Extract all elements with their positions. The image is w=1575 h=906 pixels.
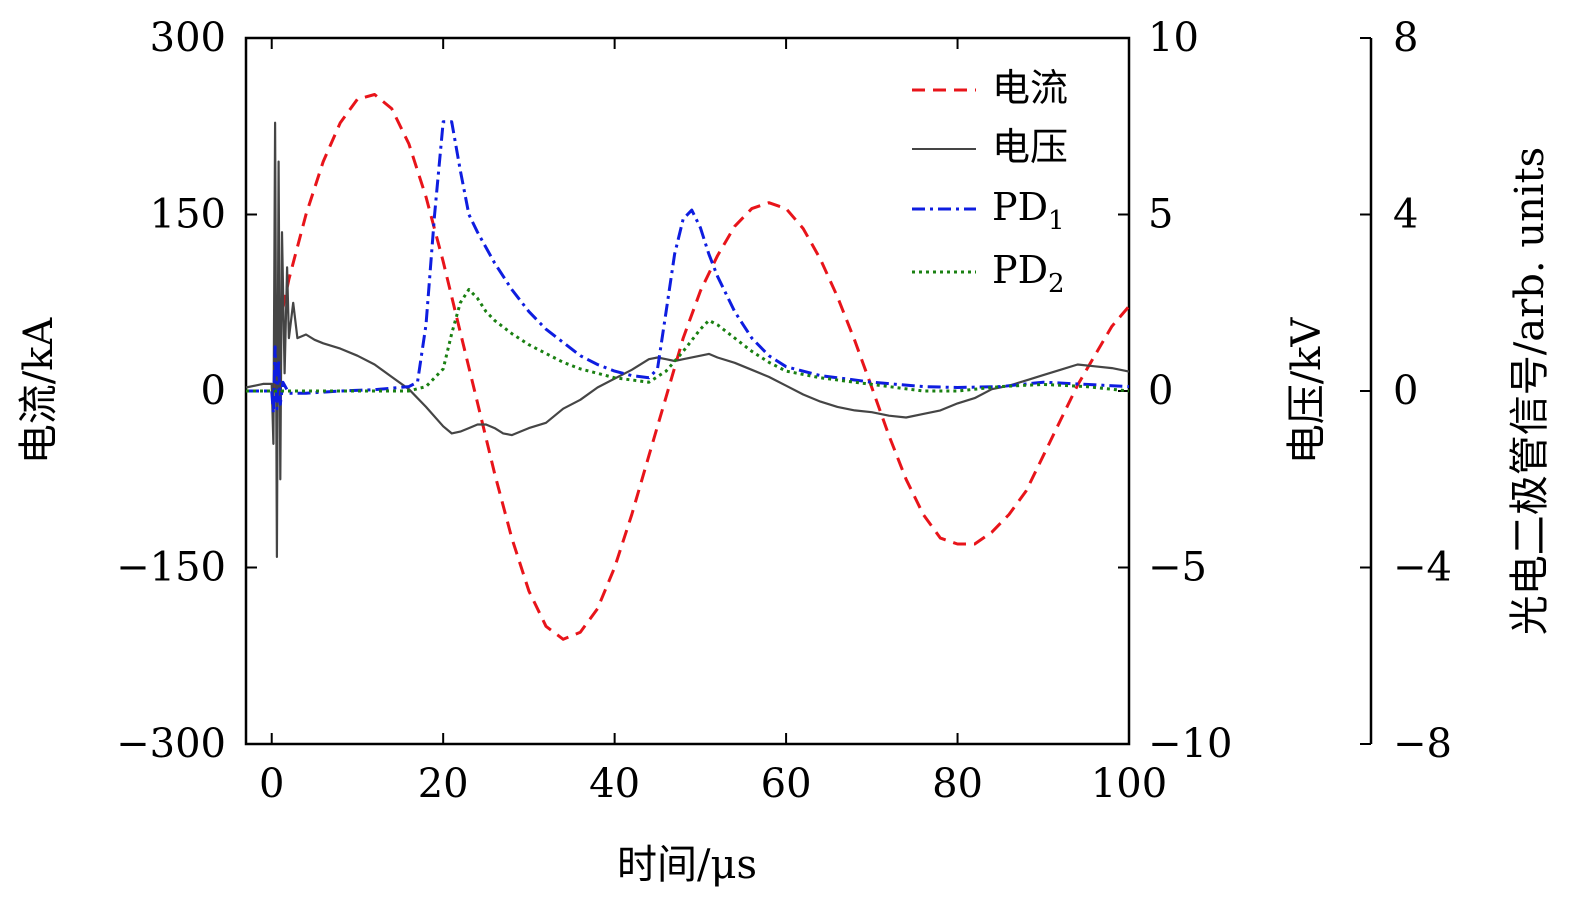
- current-axis-label: 电流/kA: [16, 317, 62, 465]
- voltage-tick-label: 5: [1148, 192, 1173, 238]
- legend-label-pd1-sub: 1: [1048, 206, 1065, 236]
- x-axis-label: 时间/μs: [617, 842, 757, 888]
- legend-label-pd1-base: PD: [992, 185, 1048, 229]
- legend-label-pd2-sub: 2: [1048, 269, 1065, 299]
- voltage-tick-label: −10: [1148, 721, 1232, 767]
- series-line-3: [246, 120, 1130, 415]
- legend: 电流 电压 PD1 PD2: [912, 66, 1068, 299]
- x-tick-label: 40: [589, 761, 640, 807]
- voltage-tick-label: −5: [1148, 545, 1207, 591]
- current-tick-label: 150: [150, 192, 226, 238]
- photodiode-tick-label: 4: [1393, 192, 1418, 238]
- legend-label-pd1: PD1: [992, 185, 1065, 236]
- current-tick-label: −300: [116, 721, 226, 767]
- legend-label-pd2: PD2: [992, 248, 1065, 299]
- photodiode-axis-label: 光电二极管信号/arb. units: [1507, 147, 1553, 635]
- voltage-tick-label: 0: [1148, 368, 1173, 414]
- photodiode-tick-label: −4: [1393, 545, 1452, 591]
- photodiode-tick-label: 0: [1393, 368, 1418, 414]
- series-line-1: [272, 93, 1131, 641]
- legend-label-current: 电流: [992, 66, 1068, 110]
- axis-ticks: 0 20 40 60 80 100−300−1500150300−10−50510−8−4…: [116, 15, 1452, 807]
- x-tick-label: 20: [418, 761, 469, 807]
- voltage-axis-label: 电压/kV: [1284, 317, 1330, 465]
- series-line-4: [246, 288, 1130, 393]
- x-tick-label: 60: [761, 761, 812, 807]
- x-tick-label: 100: [1091, 761, 1167, 807]
- photodiode-tick-label: −8: [1393, 721, 1452, 767]
- x-tick-label: 80: [932, 761, 983, 807]
- current-tick-label: 0: [201, 368, 226, 414]
- current-tick-label: −150: [116, 545, 226, 591]
- series-layer: [245, 93, 1131, 641]
- photodiode-tick-label: 8: [1393, 15, 1418, 61]
- x-tick-label: 0: [259, 761, 284, 807]
- current-tick-label: 300: [150, 15, 226, 61]
- series-line-2: [245, 121, 1130, 558]
- legend-label-pd2-base: PD: [992, 248, 1048, 292]
- legend-label-voltage: 电压: [992, 125, 1068, 169]
- voltage-tick-label: 10: [1148, 15, 1199, 61]
